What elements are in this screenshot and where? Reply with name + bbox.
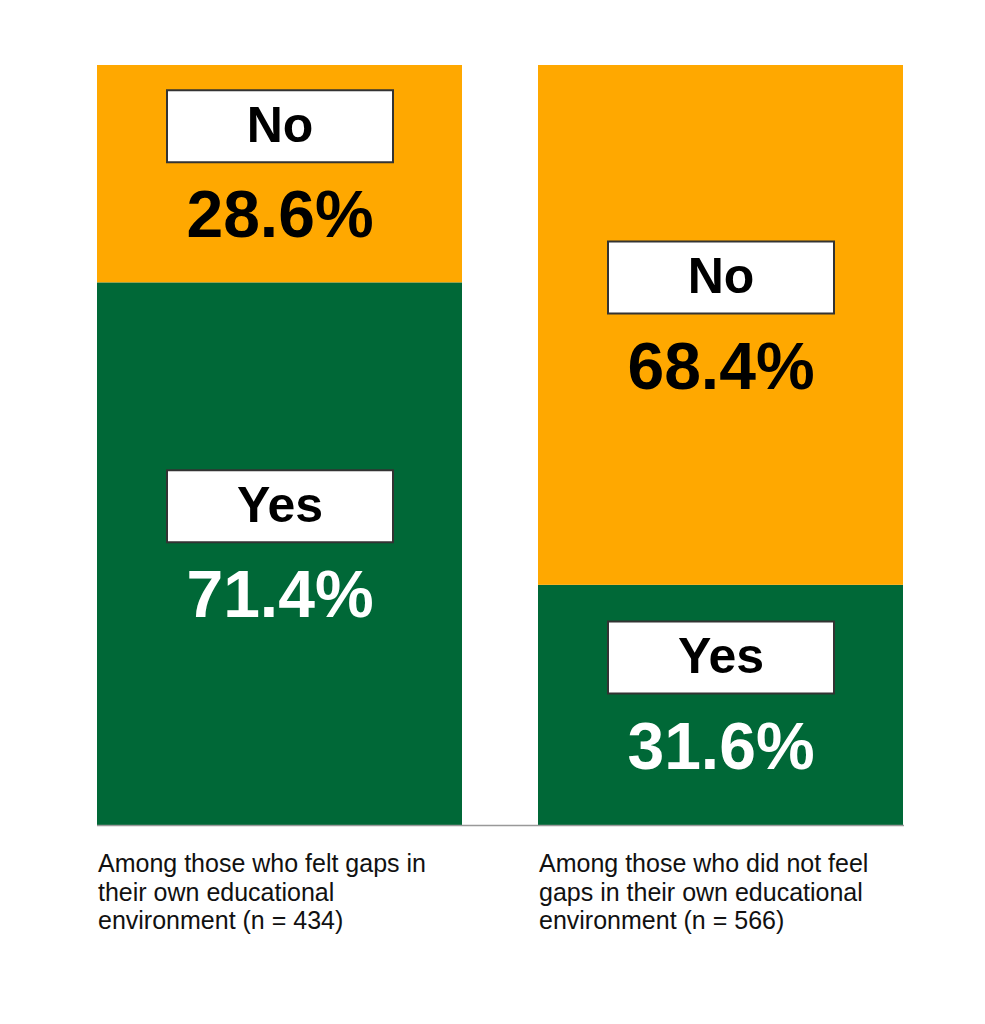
svg-text:No: No	[688, 248, 755, 304]
svg-text:Among those who felt gaps inth: Among those who felt gaps intheir own ed…	[98, 849, 426, 935]
svg-text:Yes: Yes	[237, 477, 323, 533]
svg-text:No: No	[247, 97, 314, 153]
svg-text:Yes: Yes	[678, 628, 764, 684]
svg-text:28.6%: 28.6%	[186, 177, 373, 251]
svg-text:Among those who did not feelga: Among those who did not feelgaps in thei…	[539, 849, 868, 935]
svg-text:68.4%: 68.4%	[627, 329, 814, 403]
svg-text:31.6%: 31.6%	[627, 709, 814, 783]
svg-text:71.4%: 71.4%	[186, 557, 373, 631]
